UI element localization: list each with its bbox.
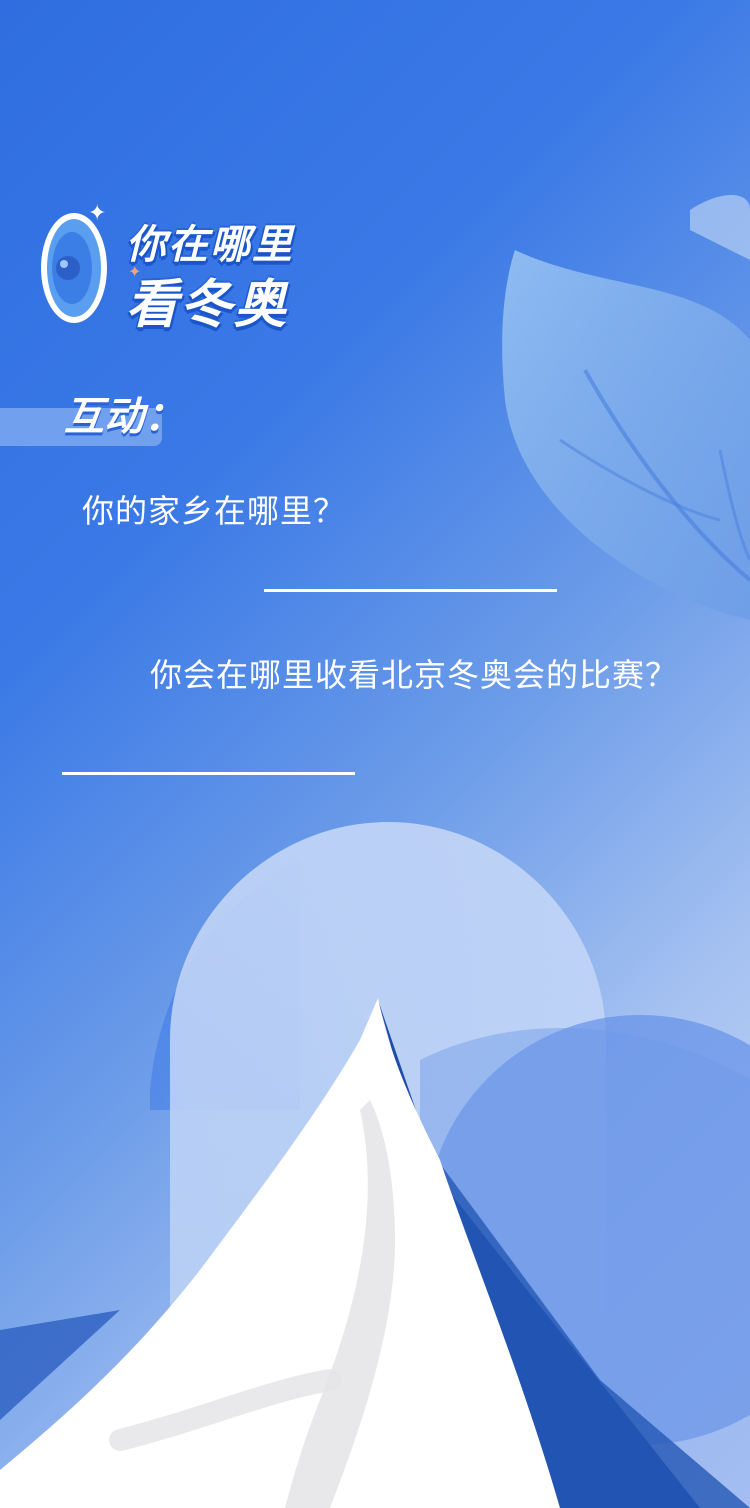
question-hometown: 你的家乡在哪里？ <box>82 492 347 530</box>
leaf-decoration <box>502 250 750 620</box>
mountain-shadow <box>378 1000 700 1508</box>
answer-line-2 <box>62 772 355 775</box>
section-label: 互动： <box>64 394 184 440</box>
left-blob <box>150 860 300 1110</box>
top-right-haze <box>690 195 750 260</box>
answer-line-1 <box>264 589 557 592</box>
page-title-line1: 你在哪里 <box>126 222 294 268</box>
arch-shape <box>170 822 606 1508</box>
section-label-background <box>0 408 162 446</box>
sparkle-icon: ✦ <box>88 201 107 226</box>
eye-badge-icon <box>41 213 107 323</box>
right-circle <box>425 1015 750 1445</box>
mountain-illustration <box>0 998 560 1508</box>
question-viewing-location: 你会在哪里收看北京冬奥会的比赛？ <box>150 656 679 694</box>
sparkle-icon-small: ✦ <box>128 262 142 281</box>
page-title-line2: 看冬奥 <box>126 275 289 335</box>
